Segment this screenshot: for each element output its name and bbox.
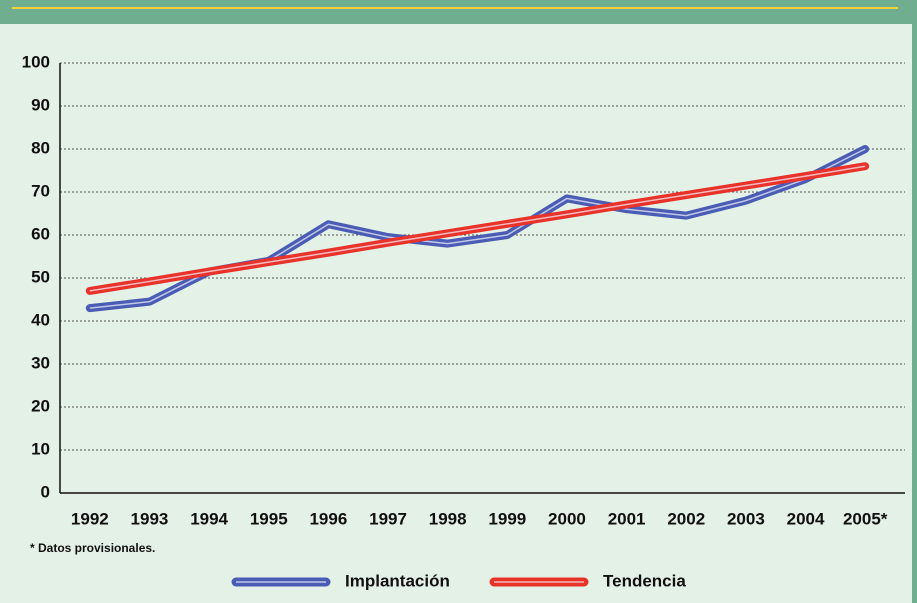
x-tick-label: 2005* bbox=[843, 509, 888, 528]
legend-label: Implantación bbox=[345, 571, 450, 590]
x-tick-label: 2004 bbox=[787, 509, 825, 528]
y-tick-label: 90 bbox=[31, 95, 50, 114]
x-tick-label: 2001 bbox=[608, 509, 646, 528]
x-tick-label: 1992 bbox=[71, 509, 109, 528]
x-tick-label: 1994 bbox=[190, 509, 228, 528]
x-tick-label: 1999 bbox=[488, 509, 526, 528]
y-tick-label: 50 bbox=[31, 267, 50, 286]
x-tick-label: 1993 bbox=[131, 509, 169, 528]
y-tick-label: 0 bbox=[41, 482, 50, 501]
x-tick-label: 1996 bbox=[309, 509, 347, 528]
series-line-highlight bbox=[89, 165, 866, 292]
footnote: * Datos provisionales. bbox=[30, 541, 155, 555]
y-tick-label: 10 bbox=[31, 439, 50, 458]
y-tick-label: 40 bbox=[31, 310, 50, 329]
y-tick-label: 100 bbox=[22, 52, 50, 71]
header-band bbox=[0, 0, 917, 24]
legend-label: Tendencia bbox=[603, 571, 686, 590]
x-tick-label: 2000 bbox=[548, 509, 586, 528]
right-border bbox=[912, 0, 917, 603]
y-tick-label: 70 bbox=[31, 181, 50, 200]
x-tick-label: 1997 bbox=[369, 509, 407, 528]
y-tick-label: 20 bbox=[31, 396, 50, 415]
x-tick-label: 1995 bbox=[250, 509, 288, 528]
x-tick-label: 1998 bbox=[429, 509, 467, 528]
y-tick-label: 80 bbox=[31, 138, 50, 157]
x-tick-label: 2003 bbox=[727, 509, 765, 528]
y-tick-label: 60 bbox=[31, 224, 50, 243]
x-tick-label: 2002 bbox=[667, 509, 705, 528]
y-tick-label: 30 bbox=[31, 353, 50, 372]
